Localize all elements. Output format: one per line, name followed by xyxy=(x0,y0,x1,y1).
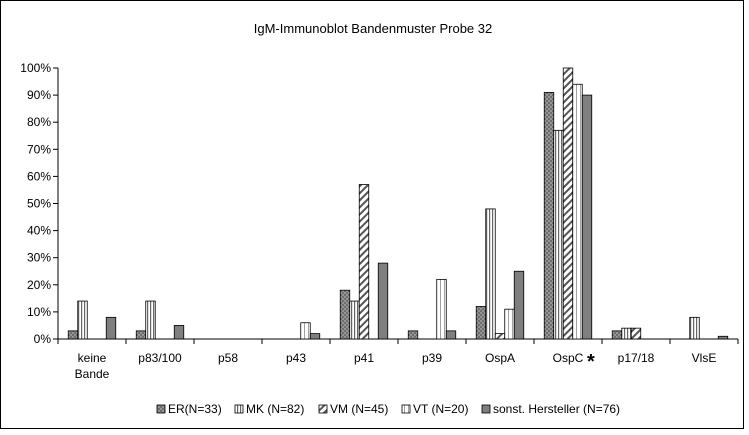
bar-solid xyxy=(105,316,117,340)
bar-solid xyxy=(513,270,525,340)
chart-frame xyxy=(0,0,744,429)
bar-solid xyxy=(445,330,457,340)
y-tick-label: 90% xyxy=(27,88,51,102)
bar-diagonal xyxy=(562,67,574,340)
bar-solid xyxy=(717,335,729,340)
bar-solid xyxy=(377,262,389,340)
legend-swatch xyxy=(156,404,166,414)
x-tick-label: keine Bande xyxy=(75,351,110,381)
bar-vlines xyxy=(145,300,156,340)
y-axis: 0% 10% 20% 30% 40% 50% 60% 70% 80% 90% 100% xyxy=(20,61,59,346)
bar-dots xyxy=(135,330,147,340)
category-marker: * xyxy=(587,351,595,373)
bar-diagonal xyxy=(630,327,642,340)
legend-label: sonst. Hersteller (N=76) xyxy=(493,402,620,416)
bar-grid xyxy=(504,308,515,340)
bar-vlines xyxy=(349,300,360,340)
y-tick-label: 40% xyxy=(27,224,51,238)
bar-grid xyxy=(572,83,583,340)
bar-vlines xyxy=(77,300,88,340)
bar-solid xyxy=(581,94,593,340)
bar-vlines xyxy=(553,129,564,340)
bar-dots xyxy=(543,91,555,340)
bar-diagonal xyxy=(358,184,370,340)
bar-vlines xyxy=(689,316,700,340)
bar-solid xyxy=(173,325,185,340)
bar-dots xyxy=(611,330,623,340)
y-tick-label: 60% xyxy=(27,169,51,183)
y-tick-label: 70% xyxy=(27,142,51,156)
x-tick-label: VlsE xyxy=(692,351,717,365)
bar-dots xyxy=(339,289,351,340)
bar-grid xyxy=(436,278,447,340)
x-tick-label: p41 xyxy=(354,351,374,365)
y-tick-label: 100% xyxy=(20,61,51,75)
bar-dots xyxy=(407,330,419,340)
legend: ER(N=33) MK (N=82) VM (N=45) VT (N=20) sonst… xyxy=(156,402,620,416)
bar-dots xyxy=(67,330,79,340)
y-tick-label: 0% xyxy=(34,332,52,346)
bar-vlines xyxy=(485,208,496,340)
bar-dots xyxy=(475,306,487,340)
x-tick-label: p39 xyxy=(422,351,442,365)
legend-swatch xyxy=(234,404,244,414)
x-tick-label: p83/100 xyxy=(138,351,182,365)
x-tick-label: OspC xyxy=(553,351,584,365)
x-tick-label: p43 xyxy=(286,351,306,365)
chart-title: IgM-Immunoblot Bandenmuster Probe 32 xyxy=(254,21,492,36)
legend-label: MK (N=82) xyxy=(246,402,304,416)
legend-label: VT (N=20) xyxy=(413,402,468,416)
bar-grid xyxy=(300,322,311,340)
bars xyxy=(67,67,729,340)
bar-diagonal xyxy=(494,333,506,340)
legend-swatch xyxy=(481,404,491,414)
bar-vlines xyxy=(621,327,632,340)
y-tick-label: 20% xyxy=(27,278,51,292)
bar-solid xyxy=(309,333,321,340)
y-tick-label: 50% xyxy=(27,197,51,211)
y-tick-label: 30% xyxy=(27,251,51,265)
legend-label: VM (N=45) xyxy=(330,402,388,416)
x-tick-label: OspA xyxy=(485,351,515,365)
x-tick-label: p58 xyxy=(218,351,238,365)
legend-swatch xyxy=(401,404,411,414)
y-tick-label: 10% xyxy=(27,305,51,319)
legend-label: ER(N=33) xyxy=(168,402,222,416)
x-tick-label: p17/18 xyxy=(618,351,655,365)
y-tick-label: 80% xyxy=(27,115,51,129)
legend-swatch xyxy=(318,404,328,414)
x-axis: keine Bande p83/100 p58 p43 p41 p39 OspA OspC * p1… xyxy=(57,338,739,381)
